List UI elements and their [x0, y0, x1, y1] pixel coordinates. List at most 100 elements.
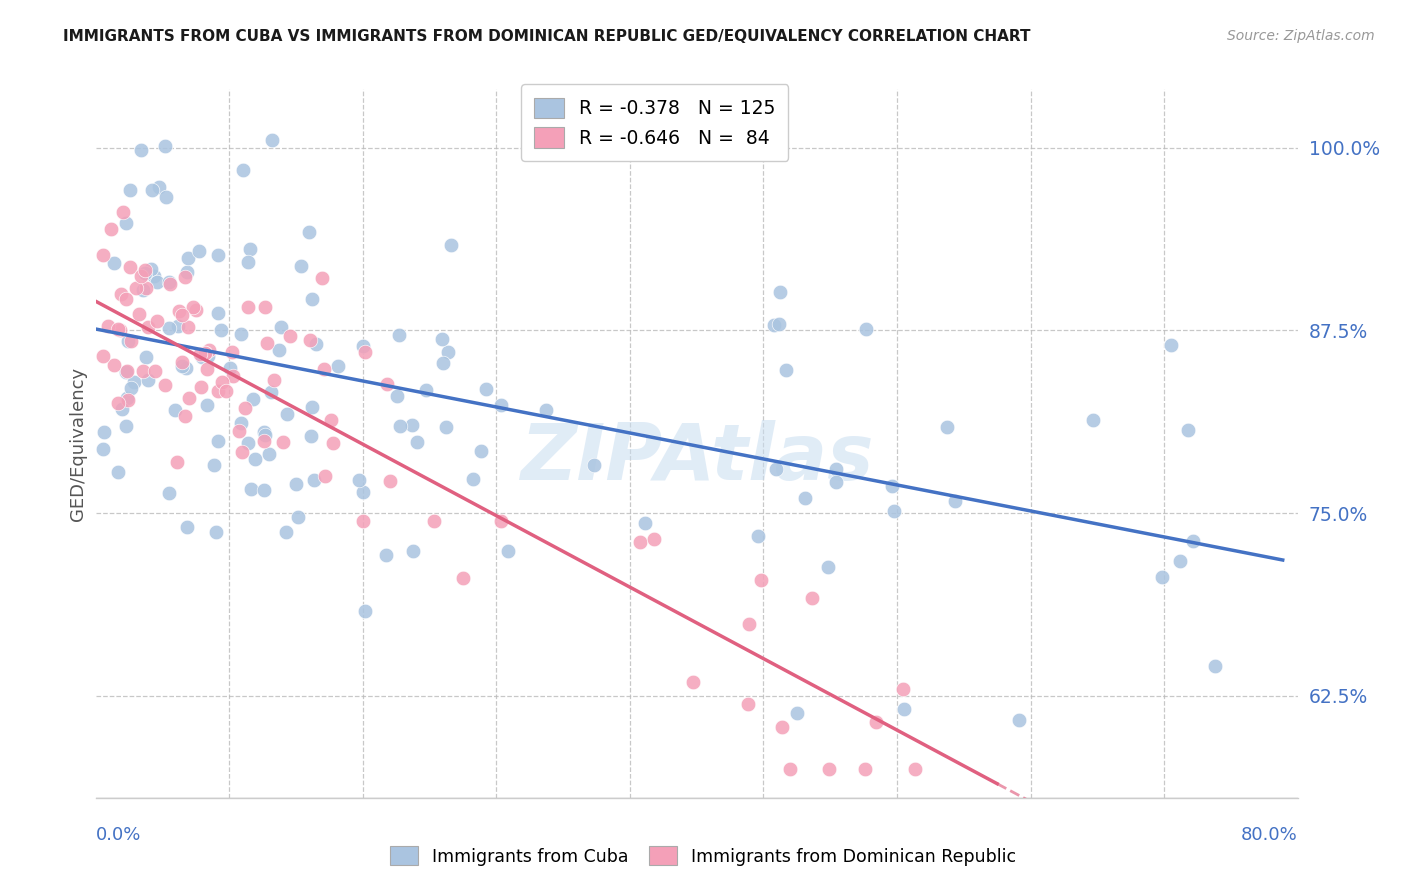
Point — [298, 333, 321, 347]
Point — [242, 392, 264, 406]
Point — [285, 476, 308, 491]
Point — [301, 292, 323, 306]
Point — [326, 359, 349, 373]
Point — [769, 285, 792, 300]
Point — [207, 248, 229, 262]
Point — [257, 446, 280, 460]
Point — [765, 462, 787, 476]
Point — [188, 346, 211, 360]
Point — [172, 359, 194, 373]
Point — [207, 384, 229, 398]
Point — [172, 308, 194, 322]
Point — [136, 320, 159, 334]
Point — [157, 486, 180, 500]
Point — [583, 458, 606, 472]
Point — [153, 378, 176, 392]
Point — [174, 270, 197, 285]
Point — [904, 762, 927, 776]
Point — [159, 277, 181, 292]
Point — [231, 445, 253, 459]
Point — [263, 373, 285, 387]
Point — [380, 474, 402, 488]
Point — [738, 617, 761, 632]
Point — [1008, 714, 1031, 728]
Point — [321, 412, 343, 426]
Point — [375, 548, 398, 562]
Point — [135, 281, 157, 295]
Point — [228, 424, 250, 438]
Point — [111, 402, 134, 417]
Point — [434, 420, 457, 434]
Point — [825, 475, 848, 489]
Point — [800, 591, 823, 605]
Point — [167, 303, 190, 318]
Point — [135, 350, 157, 364]
Text: 0.0%: 0.0% — [96, 826, 141, 844]
Point — [233, 401, 256, 415]
Point — [218, 360, 240, 375]
Point — [222, 369, 245, 384]
Point — [231, 416, 253, 430]
Text: ZIPAtlas: ZIPAtlas — [520, 420, 873, 496]
Point — [177, 392, 200, 406]
Point — [375, 376, 398, 391]
Point — [865, 715, 887, 730]
Point — [243, 452, 266, 467]
Point — [779, 762, 801, 776]
Point — [322, 436, 344, 450]
Point — [142, 269, 165, 284]
Point — [190, 350, 212, 364]
Point — [269, 343, 291, 357]
Point — [108, 323, 131, 337]
Point — [209, 323, 232, 337]
Point — [270, 319, 292, 334]
Point — [194, 346, 217, 360]
Point — [238, 255, 260, 269]
Point — [475, 382, 498, 396]
Point — [134, 266, 156, 280]
Point — [311, 271, 333, 285]
Point — [163, 403, 186, 417]
Point — [236, 300, 259, 314]
Point — [120, 334, 142, 348]
Point — [221, 344, 243, 359]
Point — [768, 318, 790, 332]
Point — [256, 336, 278, 351]
Point — [132, 283, 155, 297]
Point — [207, 306, 229, 320]
Point — [232, 162, 254, 177]
Point — [880, 479, 903, 493]
Text: Source: ZipAtlas.com: Source: ZipAtlas.com — [1227, 29, 1375, 43]
Point — [170, 355, 193, 369]
Point — [1160, 338, 1182, 352]
Point — [194, 346, 217, 360]
Point — [107, 396, 129, 410]
Point — [100, 222, 122, 236]
Point — [747, 529, 769, 543]
Point — [1204, 658, 1226, 673]
Point — [302, 473, 325, 487]
Point — [176, 251, 198, 265]
Point — [824, 462, 846, 476]
Point — [388, 328, 411, 343]
Point — [387, 389, 409, 403]
Point — [240, 482, 263, 496]
Point — [124, 375, 146, 389]
Point — [301, 401, 323, 415]
Text: 80.0%: 80.0% — [1241, 826, 1298, 844]
Point — [253, 425, 276, 440]
Point — [401, 417, 423, 432]
Point — [157, 275, 180, 289]
Point — [207, 434, 229, 449]
Point — [388, 419, 411, 434]
Point — [1081, 413, 1104, 427]
Point — [205, 525, 228, 540]
Point — [432, 332, 454, 346]
Point — [853, 762, 876, 776]
Point — [347, 473, 370, 487]
Point — [117, 392, 139, 407]
Point — [253, 301, 276, 315]
Point — [176, 520, 198, 534]
Point — [115, 292, 138, 306]
Point — [107, 465, 129, 479]
